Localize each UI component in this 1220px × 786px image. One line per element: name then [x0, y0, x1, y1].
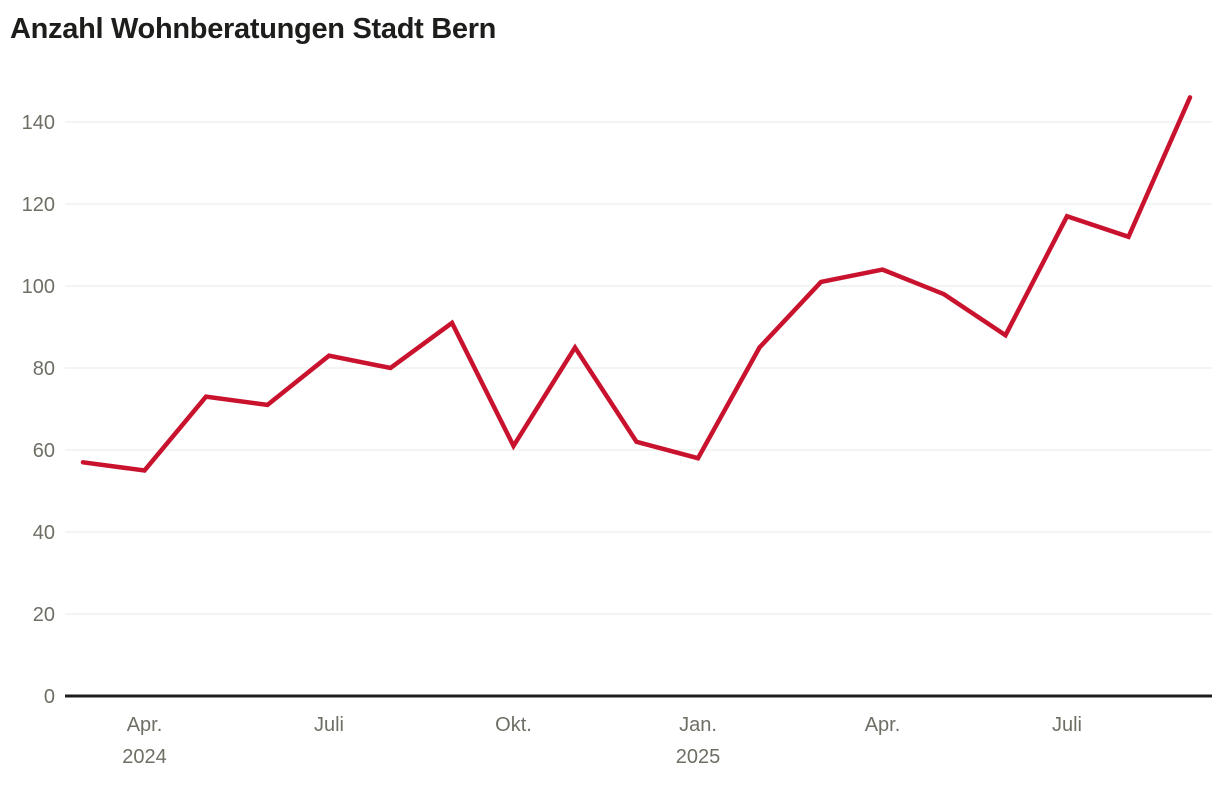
y-tick-label: 40 — [33, 522, 55, 544]
y-tick-label: 140 — [22, 112, 55, 134]
x-tick-label: Juli — [314, 714, 344, 736]
y-tick-label: 100 — [22, 276, 55, 298]
y-tick-label: 60 — [33, 440, 55, 462]
y-tick-label: 80 — [33, 358, 55, 380]
x-tick-year-label: 2024 — [122, 746, 167, 768]
y-tick-label: 20 — [33, 604, 55, 626]
x-tick-label: Apr. — [865, 714, 901, 736]
x-tick-year-label: 2025 — [676, 746, 721, 768]
x-tick-label: Jan. — [679, 714, 717, 736]
y-tick-label: 120 — [22, 194, 55, 216]
x-tick-label: Apr. — [127, 714, 163, 736]
data-line-series — [80, 95, 1193, 473]
x-tick-label: Juli — [1052, 714, 1082, 736]
chart-title: Anzahl Wohnberatungen Stadt Bern — [10, 13, 497, 45]
y-tick-label: 0 — [44, 686, 55, 708]
x-tick-label: Okt. — [495, 714, 532, 736]
